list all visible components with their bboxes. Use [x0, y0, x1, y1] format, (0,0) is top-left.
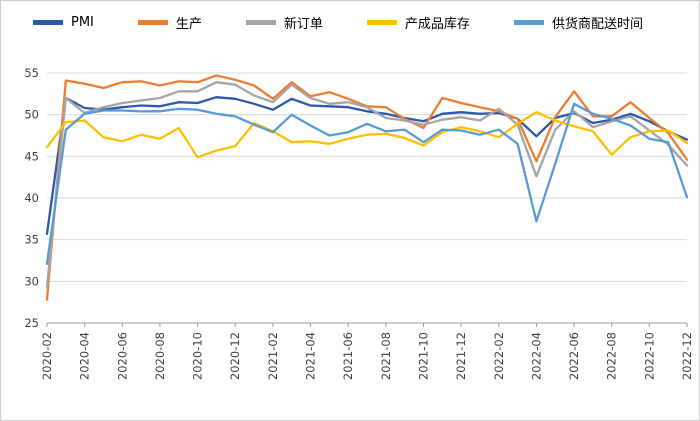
x-axis-tick-label: 2022-10	[642, 332, 656, 380]
x-axis-tick-label: 2020-12	[228, 332, 242, 380]
series-line-生产	[45, 74, 689, 301]
y-axis-tick-label: 50	[24, 108, 39, 122]
legend-marker	[137, 19, 168, 25]
legend-item: 供货商配送时间	[513, 13, 643, 32]
series-line-PMI	[45, 96, 689, 235]
legend-item: PMI	[33, 15, 94, 30]
legend-marker	[366, 19, 397, 25]
series-line-产成品库存	[45, 111, 689, 159]
series-line-供货商配送时间	[45, 102, 689, 265]
legend-label: 生产	[175, 16, 202, 32]
legend-item: 生产	[137, 13, 202, 32]
x-axis-tick-label: 2021-02	[266, 332, 280, 380]
legend-marker	[33, 19, 63, 25]
x-axis-tick-label: 2022-08	[605, 332, 619, 380]
x-axis-tick-label: 2022-04	[529, 332, 543, 380]
legend-item: 新订单	[245, 13, 323, 32]
chart-legend: PMI 生产 新订单 产成品库存 供货商配送时间	[33, 11, 691, 33]
x-axis-tick-label: 2021-12	[454, 332, 468, 380]
x-axis-tick-label: 2021-10	[416, 332, 430, 380]
y-axis-tick-label: 30	[24, 274, 39, 288]
series-line-新订单	[45, 81, 689, 289]
x-axis-tick-label: 2021-06	[341, 332, 355, 380]
y-axis-tick-label: 45	[24, 149, 39, 163]
x-axis-tick-label: 2022-12	[680, 332, 694, 380]
legend-item: 产成品库存	[366, 13, 470, 32]
x-axis-tick-label: 2020-06	[115, 332, 129, 380]
x-axis-tick-label: 2021-08	[379, 332, 393, 380]
y-axis-tick-label: 25	[24, 316, 39, 330]
legend-label: 产成品库存	[404, 16, 470, 32]
y-axis-tick-label: 35	[24, 233, 39, 247]
legend-marker	[245, 19, 276, 25]
x-axis-tick-label: 2020-08	[153, 332, 167, 380]
legend-label: PMI	[71, 14, 94, 30]
legend-marker	[513, 19, 544, 25]
x-axis-tick-label: 2021-04	[304, 332, 318, 380]
legend-label: 新订单	[283, 16, 323, 32]
x-axis-tick-label: 2022-02	[492, 332, 506, 380]
y-axis-tick-label: 40	[24, 191, 39, 205]
x-axis-tick-label: 2020-02	[40, 332, 54, 380]
x-axis-tick-label: 2020-04	[78, 332, 92, 380]
x-axis-tick-label: 2022-06	[567, 332, 581, 380]
legend-label: 供货商配送时间	[551, 16, 643, 32]
y-axis-tick-label: 55	[24, 66, 39, 80]
x-axis-tick-label: 2020-10	[191, 332, 205, 380]
